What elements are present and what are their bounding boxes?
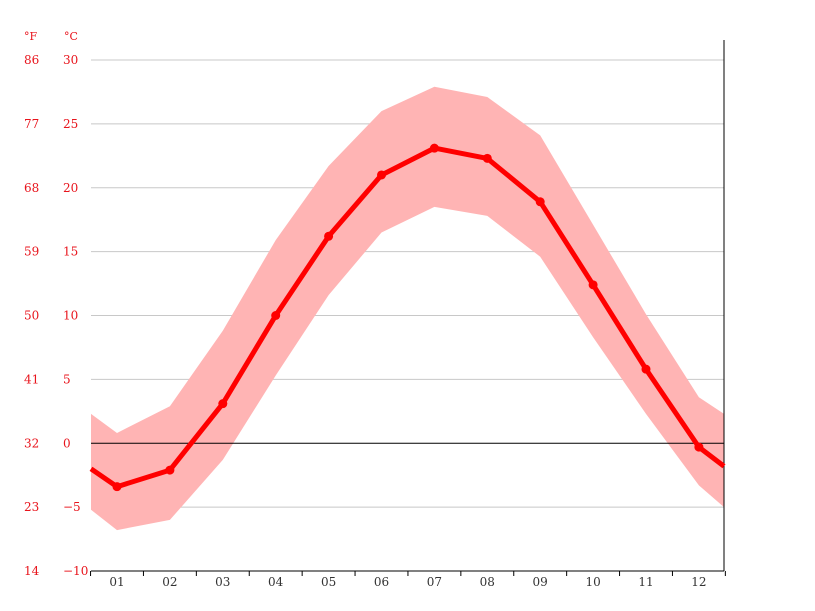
y-tick-label-f: 14 xyxy=(24,564,40,578)
mean-point xyxy=(482,153,492,163)
mean-point xyxy=(694,442,704,452)
celsius-unit-label: °C xyxy=(64,30,78,43)
temperature-range-band xyxy=(91,86,724,531)
y-tick-label-f: 86 xyxy=(24,53,39,67)
y-tick-label-c: −5 xyxy=(63,500,81,514)
mean-temperature-line xyxy=(89,145,726,490)
axis-labels: °F °C 86 30 77 25 68 20 59 15 50 10 41 5 32 0 23 −5 14 −1… xyxy=(24,30,707,589)
y-tick-label-f: 32 xyxy=(24,436,39,450)
mean-point xyxy=(165,465,175,475)
mean-point xyxy=(535,197,545,207)
x-tick-label: 04 xyxy=(268,575,284,589)
x-tick-label: 03 xyxy=(215,575,230,589)
y-tick-label-c: 5 xyxy=(63,372,71,386)
x-tick-label: 11 xyxy=(638,575,653,589)
mean-point xyxy=(112,482,122,492)
y-tick-label-f: 77 xyxy=(24,117,39,131)
x-tick-label: 01 xyxy=(109,575,124,589)
mean-point xyxy=(324,231,334,241)
y-tick-label-c: 15 xyxy=(63,245,78,259)
y-tick-label-c: 30 xyxy=(63,53,78,67)
x-tick-label: 12 xyxy=(691,575,706,589)
mean-point xyxy=(429,143,439,153)
y-tick-label-f: 23 xyxy=(24,500,39,514)
x-axis-ticks xyxy=(90,571,726,576)
x-tick-label: 09 xyxy=(533,575,548,589)
x-tick-label: 02 xyxy=(162,575,177,589)
mean-point xyxy=(377,170,386,180)
y-tick-label-f: 50 xyxy=(24,309,39,323)
mean-point xyxy=(271,311,281,320)
mean-temperature-points xyxy=(112,143,704,492)
y-tick-label-c: 0 xyxy=(63,436,71,450)
x-tick-label: 07 xyxy=(427,575,442,589)
mean-point xyxy=(588,280,598,290)
y-tick-label-f: 41 xyxy=(24,372,39,386)
mean-point xyxy=(641,364,651,374)
y-tick-label-c: 20 xyxy=(63,181,78,195)
x-tick-label: 06 xyxy=(374,575,389,589)
y-tick-label-c: −10 xyxy=(63,564,88,578)
y-tick-label-f: 59 xyxy=(24,245,39,259)
y-tick-label-c: 10 xyxy=(63,309,78,323)
x-tick-label: 08 xyxy=(480,575,495,589)
x-tick-label: 10 xyxy=(585,575,600,589)
x-tick-label: 05 xyxy=(321,575,336,589)
mean-point xyxy=(218,399,228,409)
fahrenheit-unit-label: °F xyxy=(24,30,38,43)
y-tick-label-f: 68 xyxy=(24,181,39,195)
y-tick-label-c: 25 xyxy=(63,117,78,131)
